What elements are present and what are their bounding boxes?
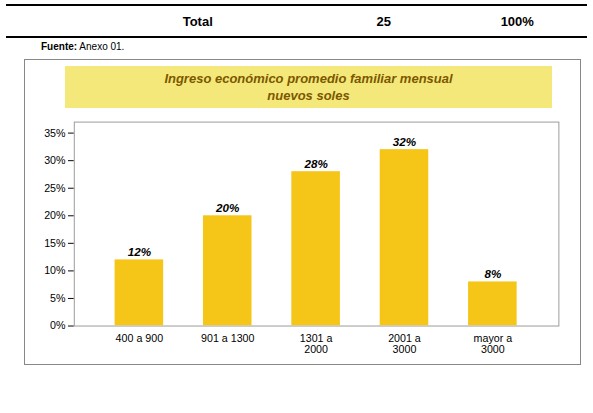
svg-text:mayor a3000: mayor a3000 <box>474 332 513 355</box>
svg-text:5%: 5% <box>50 292 66 304</box>
svg-text:10%: 10% <box>44 264 66 276</box>
svg-text:20%: 20% <box>44 209 66 221</box>
svg-text:0%: 0% <box>50 319 66 331</box>
html-text:Ingreso económico promedio fam: Ingreso económico promedio familiar mens… <box>164 71 453 86</box>
svg-text:35%: 35% <box>44 127 66 139</box>
svg-text:28%: 28% <box>303 157 328 170</box>
svg-text:20%: 20% <box>215 201 240 214</box>
svg-text:30%: 30% <box>44 154 66 166</box>
html-text:Fuente: Anexo 01.: Fuente: Anexo 01. <box>41 41 125 52</box>
svg-text:12%: 12% <box>128 245 152 258</box>
svg-text:15%: 15% <box>44 237 66 249</box>
html-text:nuevos soles: nuevos soles <box>267 88 350 103</box>
html-text:25: 25 <box>376 13 391 29</box>
svg-text:8%: 8% <box>484 267 501 280</box>
svg-text:32%: 32% <box>393 135 417 148</box>
html-text:100%: 100% <box>500 13 534 29</box>
svg-text:25%: 25% <box>44 182 66 194</box>
svg-text:2001 a3000: 2001 a3000 <box>388 332 421 355</box>
svg-text:1301 a2000: 1301 a2000 <box>300 332 333 355</box>
svg-text:901 a 1300: 901 a 1300 <box>201 332 254 344</box>
svg-text:400 a 900: 400 a 900 <box>116 332 164 344</box>
html-text:Total: Total <box>182 13 213 29</box>
